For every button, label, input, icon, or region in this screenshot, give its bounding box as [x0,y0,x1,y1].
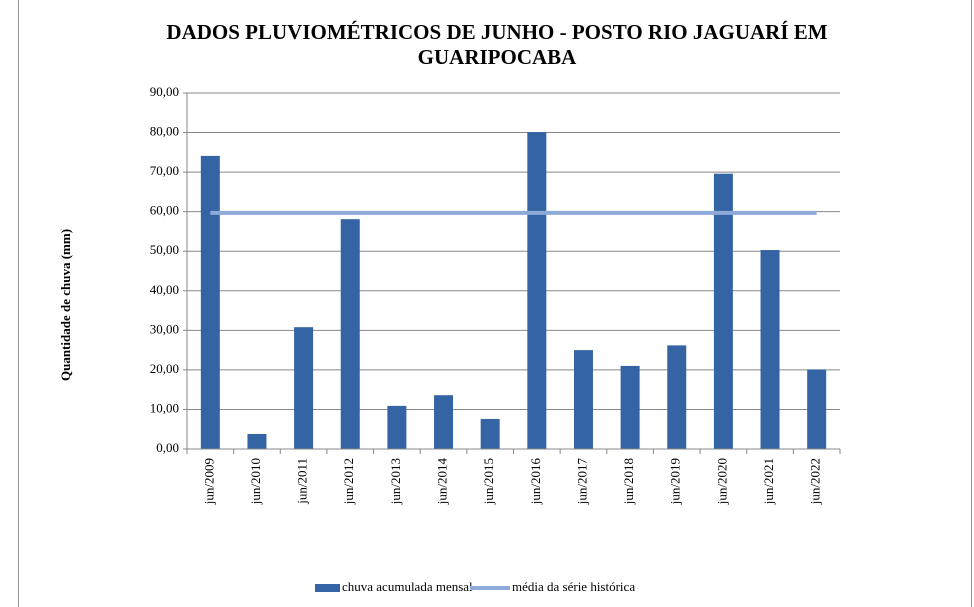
x-tick-label: jun/2011 [295,458,310,505]
y-tick-label: 90,00 [150,84,179,99]
y-tick-label: 70,00 [150,163,179,178]
bar [667,345,687,449]
bar [760,250,780,449]
bar [387,405,407,449]
x-tick-label: jun/2020 [714,458,729,505]
y-tick-label: 20,00 [150,361,179,376]
y-tick-label: 10,00 [150,400,179,415]
bar [807,369,827,449]
x-tick-label: jun/2016 [528,458,543,506]
bar [480,418,500,449]
chart-title: DADOS PLUVIOMÉTRICOS DE JUNHO - POSTO RI… [166,20,828,69]
x-tick-label: jun/2015 [481,458,496,505]
bar [527,132,547,449]
x-tick-label: jun/2022 [808,458,823,505]
x-tick-label: jun/2019 [668,458,683,505]
bar [620,365,640,449]
bar [247,433,267,449]
x-tick-label: jun/2014 [435,458,450,506]
x-tick-label: jun/2012 [341,458,356,505]
legend-swatch [315,584,340,592]
bar [340,219,360,449]
bar [294,327,314,449]
y-tick-label: 0,00 [156,440,179,455]
bar [200,155,220,450]
y-tick-label: 50,00 [150,242,179,257]
x-tick-label: jun/2013 [388,458,403,505]
legend-label: média da série histórica [512,579,635,594]
y-tick-label: 30,00 [150,321,179,336]
bar [434,395,454,449]
y-tick-label: 40,00 [150,282,179,297]
x-tick-label: jun/2009 [201,458,216,505]
x-tick-label: jun/2017 [574,458,589,506]
y-tick-label: 80,00 [150,124,179,139]
y-axis-label: Quantidade de chuva (mm) [58,229,73,381]
bar [573,350,593,449]
x-tick-label: jun/2010 [248,458,263,505]
x-tick-label: jun/2018 [621,458,636,505]
bar [713,173,733,449]
legend-label: chuva acumulada mensal [342,579,473,594]
y-tick-label: 60,00 [150,203,179,218]
chart-border [18,0,972,607]
x-tick-label: jun/2021 [761,458,776,505]
